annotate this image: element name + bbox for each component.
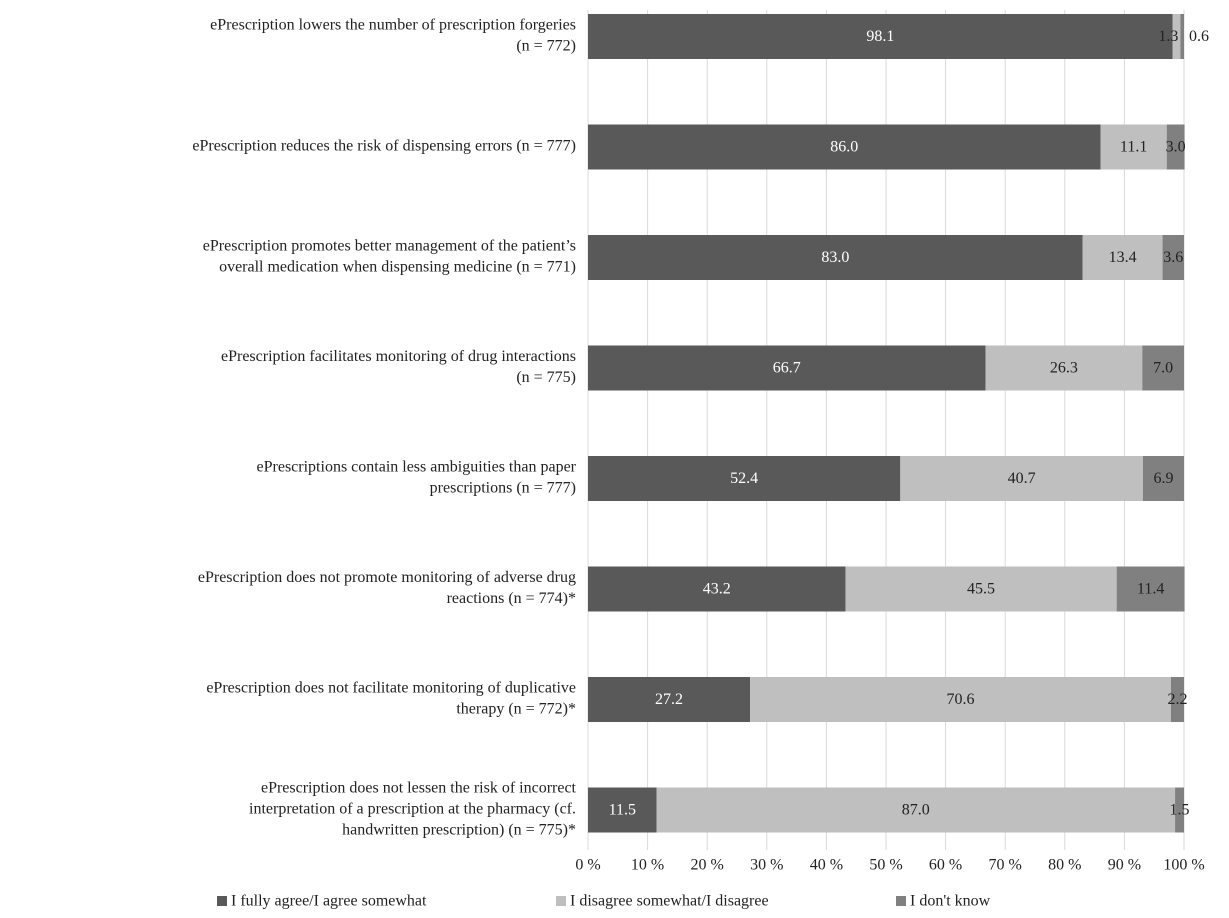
x-tick-label: 50 % xyxy=(869,857,902,874)
bar-segment xyxy=(750,677,1171,722)
bar-value-label: 86.0 xyxy=(830,139,858,156)
bars xyxy=(588,14,1185,833)
bar-segment xyxy=(1172,14,1181,59)
bar-value-label: 2.2 xyxy=(1167,691,1187,708)
legend-entry: I don't know xyxy=(910,893,991,910)
bar-value-label: 11.5 xyxy=(609,802,636,819)
x-tick-label: 10 % xyxy=(631,857,664,874)
bar-segment xyxy=(1116,566,1185,612)
category-label: ePrescription does not facilitate monito… xyxy=(206,680,576,697)
bar-value-label: 52.4 xyxy=(730,470,758,487)
category-label: ePrescription reduces the risk of dispen… xyxy=(192,138,576,155)
bar-segment xyxy=(588,124,1101,170)
x-tick-label: 30 % xyxy=(750,857,783,874)
bar-value-label: 11.1 xyxy=(1120,139,1147,156)
bar-value-label: 43.2 xyxy=(703,581,731,598)
bar-segment xyxy=(1100,124,1167,170)
x-tick-label: 40 % xyxy=(810,857,843,874)
bar-segment xyxy=(588,787,657,833)
bar-value-label: 6.9 xyxy=(1153,470,1173,487)
bar-segment xyxy=(985,345,1143,391)
legend-swatch xyxy=(556,896,566,906)
category-label: interpretation of a prescription at the … xyxy=(249,801,576,818)
x-tick-label: 0 % xyxy=(575,857,600,874)
bar-value-label: 1.3 xyxy=(1158,28,1178,45)
x-tick-label: 100 % xyxy=(1163,857,1204,874)
category-label: overall medication when dispensing medic… xyxy=(219,259,576,276)
category-label: ePrescriptions contain less ambiguities … xyxy=(257,459,577,476)
category-label: (n = 775) xyxy=(516,369,576,386)
bar-segment xyxy=(1142,456,1184,501)
category-label: prescriptions (n = 777) xyxy=(430,480,576,497)
bar-segment xyxy=(656,787,1176,833)
category-label: ePrescription does not lessen the risk o… xyxy=(261,780,577,797)
x-tick-label: 70 % xyxy=(989,857,1022,874)
legend-entry: I fully agree/I agree somewhat xyxy=(231,893,427,910)
category-label: reactions (n = 774)* xyxy=(447,590,576,607)
category-label: ePrescription facilitates monitoring of … xyxy=(221,348,576,365)
bar-value-label: 11.4 xyxy=(1137,581,1164,598)
bar-value-label: 87.0 xyxy=(902,802,930,819)
bar-segment xyxy=(845,566,1117,612)
legend-swatch xyxy=(896,896,906,906)
category-label: ePrescription does not promote monitorin… xyxy=(198,569,576,586)
bar-value-label: 83.0 xyxy=(821,249,849,266)
bar-segment xyxy=(588,345,986,391)
legend-entry: I disagree somewhat/I disagree xyxy=(570,893,769,910)
category-label: (n = 772) xyxy=(516,38,576,55)
x-axis-tick-labels: 0 % 10 % 20 % 30 % 40 % 50 % 60 % 70 % 80 % 90 % 1… xyxy=(575,857,1204,874)
bar-segment xyxy=(588,235,1083,280)
bar-value-label: 0.6 xyxy=(1189,28,1209,45)
bar-segment xyxy=(900,456,1143,501)
legend: I fully agree/I agree somewhat I disagree… xyxy=(217,893,991,910)
category-label: ePrescription promotes better management… xyxy=(203,238,576,255)
bar-value-label: 1.5 xyxy=(1170,802,1190,819)
bar-value-label: 40.7 xyxy=(1008,470,1036,487)
bar-labels: 98.1 1.3 0.6 86.0 11.1 3.0 83.0 13.4 3.6 66.7 26.3… xyxy=(609,28,1209,819)
bar-segment xyxy=(1142,345,1184,391)
bar-value-label: 27.2 xyxy=(655,691,683,708)
bar-value-label: 7.0 xyxy=(1153,360,1173,377)
category-labels: ePrescription lowers the number of presc… xyxy=(192,17,576,839)
bar-value-label: 3.0 xyxy=(1166,139,1186,156)
x-tick-label: 20 % xyxy=(691,857,724,874)
bar-value-label: 98.1 xyxy=(866,28,894,45)
bar-value-label: 26.3 xyxy=(1050,360,1078,377)
bar-segment xyxy=(1162,235,1184,280)
bar-segment xyxy=(588,566,846,612)
bar-segment xyxy=(1166,124,1185,170)
bar-segment xyxy=(588,14,1173,59)
legend-swatch xyxy=(217,896,227,906)
bar-segment xyxy=(1175,787,1184,833)
x-tick-label: 80 % xyxy=(1048,857,1081,874)
bar-segment xyxy=(1180,14,1184,59)
bar-value-label: 45.5 xyxy=(967,581,995,598)
bar-value-label: 13.4 xyxy=(1109,249,1137,266)
bar-value-label: 3.6 xyxy=(1163,249,1183,266)
bar-segment xyxy=(1170,677,1184,722)
x-tick-label: 60 % xyxy=(929,857,962,874)
bar-segment xyxy=(1082,235,1163,280)
bar-value-label: 66.7 xyxy=(773,360,801,377)
bar-segment xyxy=(588,456,901,501)
category-label: ePrescription lowers the number of presc… xyxy=(210,17,576,34)
bar-value-label: 70.6 xyxy=(947,691,975,708)
category-label: handwritten prescription) (n = 775)* xyxy=(342,822,576,839)
bar-segment xyxy=(588,677,751,722)
category-label: therapy (n = 772)* xyxy=(456,701,576,718)
x-tick-label: 90 % xyxy=(1108,857,1141,874)
